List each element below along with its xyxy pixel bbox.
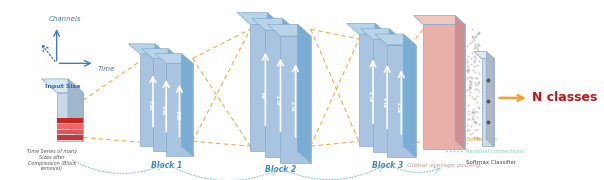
Polygon shape: [474, 52, 494, 58]
Text: N classes: N classes: [532, 91, 597, 104]
Polygon shape: [298, 24, 310, 163]
Text: Convolution: Convolution: [466, 137, 498, 142]
Polygon shape: [265, 30, 295, 157]
Text: Global average pooling: Global average pooling: [407, 163, 480, 168]
Text: 512: 512: [399, 101, 404, 112]
Text: 417: 417: [278, 94, 283, 105]
Polygon shape: [403, 34, 416, 157]
Text: 152: 152: [177, 109, 182, 120]
Bar: [57, 136, 83, 140]
Polygon shape: [267, 24, 310, 36]
Text: Residual connections: Residual connections: [466, 148, 524, 154]
Polygon shape: [166, 63, 193, 156]
Polygon shape: [237, 13, 280, 24]
Polygon shape: [267, 13, 280, 151]
Text: Channels: Channels: [49, 16, 82, 22]
Bar: [57, 130, 83, 134]
Polygon shape: [359, 34, 387, 146]
Polygon shape: [347, 23, 387, 34]
Polygon shape: [168, 49, 179, 151]
Polygon shape: [68, 79, 83, 141]
Bar: [57, 118, 83, 123]
Polygon shape: [455, 16, 464, 149]
Text: Block 1: Block 1: [150, 161, 182, 170]
Polygon shape: [486, 52, 494, 146]
Text: 256: 256: [164, 104, 169, 115]
Polygon shape: [414, 16, 464, 24]
Polygon shape: [181, 54, 193, 156]
Polygon shape: [282, 19, 295, 157]
Text: Time Series of many
Sizes after
Compression (Block
removal): Time Series of many Sizes after Compress…: [27, 149, 77, 172]
Polygon shape: [423, 24, 464, 149]
Polygon shape: [155, 44, 166, 146]
Text: 64: 64: [263, 90, 268, 98]
Text: Time: Time: [97, 66, 115, 72]
Text: 512: 512: [385, 96, 390, 107]
Polygon shape: [375, 23, 387, 146]
Polygon shape: [387, 45, 416, 157]
Polygon shape: [250, 24, 280, 151]
Text: Input Size: Input Size: [45, 84, 80, 89]
Polygon shape: [140, 54, 166, 146]
Polygon shape: [361, 29, 401, 39]
Polygon shape: [389, 29, 401, 152]
Text: Softmax Classifier: Softmax Classifier: [466, 160, 516, 165]
Polygon shape: [42, 79, 83, 93]
Polygon shape: [57, 93, 83, 141]
Polygon shape: [155, 54, 193, 63]
Polygon shape: [375, 34, 416, 45]
Polygon shape: [373, 39, 401, 152]
Polygon shape: [129, 44, 166, 54]
Bar: [57, 124, 83, 129]
Text: 152: 152: [150, 99, 155, 110]
Text: Block 3: Block 3: [371, 161, 403, 170]
Polygon shape: [280, 36, 310, 163]
Text: 512: 512: [370, 90, 376, 101]
Text: Block 2: Block 2: [265, 165, 296, 174]
Text: 312: 312: [293, 100, 298, 111]
Polygon shape: [252, 19, 295, 30]
Polygon shape: [153, 58, 179, 151]
Polygon shape: [481, 58, 494, 146]
Polygon shape: [142, 49, 179, 58]
